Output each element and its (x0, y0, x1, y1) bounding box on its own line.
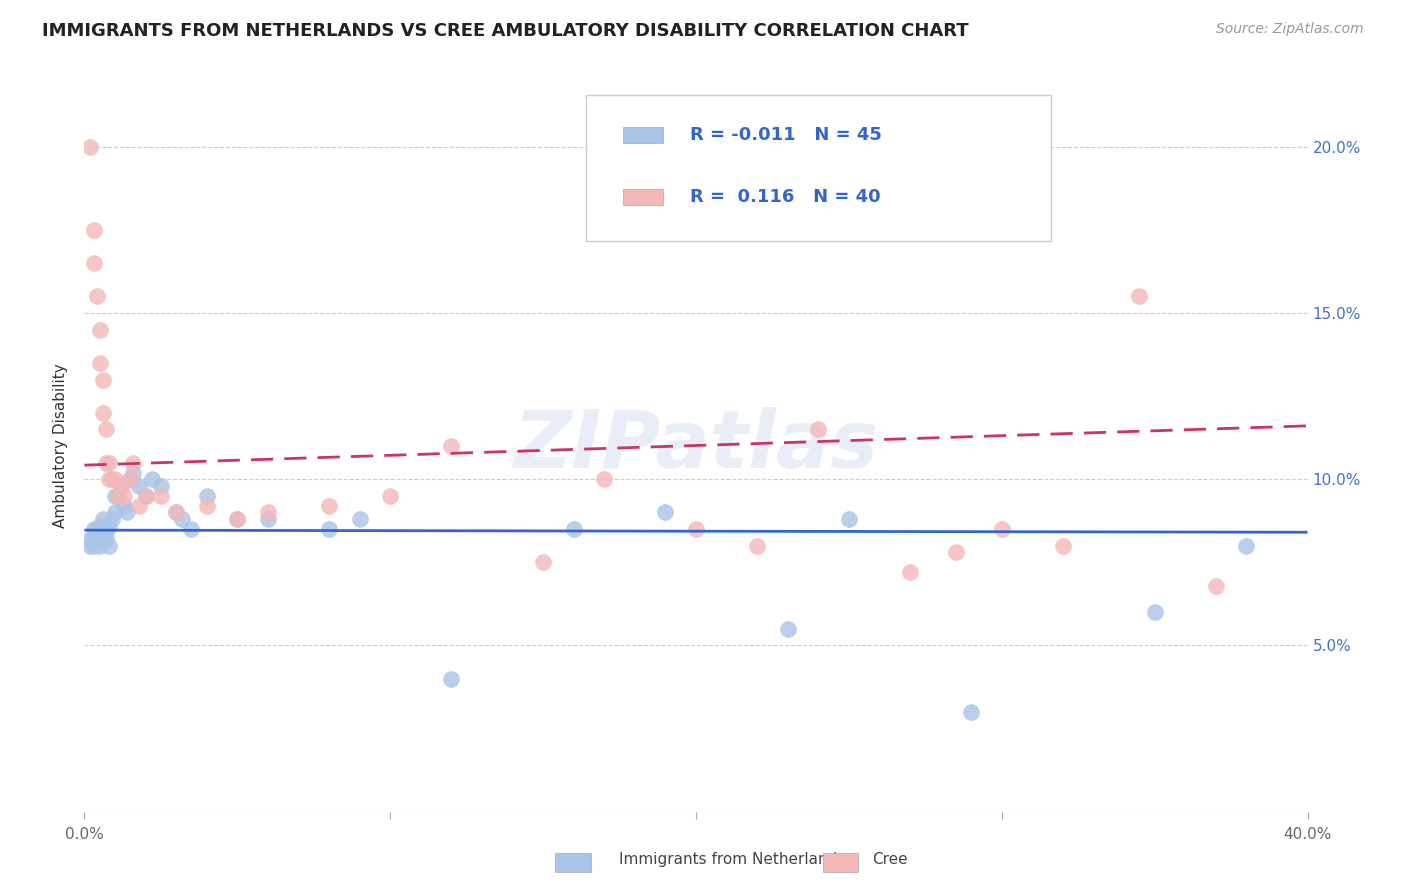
Point (165, 506, 187, 520)
Point (440, 439, 463, 453)
Point (115, 506, 138, 520)
Point (562, 522, 585, 536)
Point (91, 522, 114, 536)
FancyBboxPatch shape (623, 127, 664, 144)
Point (101, 512, 124, 526)
Point (226, 512, 249, 526)
Point (83, 539, 105, 553)
Point (128, 479, 150, 493)
Point (89, 529, 111, 543)
Point (104, 506, 127, 520)
Point (79, 532, 101, 546)
Point (120, 472, 142, 486)
Point (838, 512, 860, 526)
Point (991, 522, 1014, 536)
Point (91, 512, 114, 526)
Point (685, 522, 707, 536)
Point (97, 472, 120, 486)
Text: ZIPatlas: ZIPatlas (513, 407, 879, 485)
Point (91, 406, 114, 420)
Point (180, 522, 202, 536)
Point (960, 705, 983, 719)
Point (172, 512, 194, 526)
Point (128, 499, 150, 513)
Point (380, 489, 402, 503)
Point (104, 489, 127, 503)
Point (141, 472, 163, 486)
Y-axis label: Ambulatory Disability: Ambulatory Disability (53, 364, 69, 528)
Point (89, 539, 111, 553)
Point (91, 372, 114, 386)
Point (112, 489, 135, 503)
Point (165, 506, 187, 520)
Point (86, 532, 108, 546)
Point (349, 512, 371, 526)
Point (89, 518, 111, 533)
FancyBboxPatch shape (623, 189, 664, 205)
Point (101, 472, 124, 486)
Point (898, 566, 921, 580)
Point (122, 456, 145, 470)
Point (149, 489, 172, 503)
Point (112, 499, 135, 513)
Point (97, 539, 120, 553)
Point (94, 525, 117, 540)
Point (94, 456, 117, 470)
Point (83, 529, 105, 543)
Point (89, 356, 111, 370)
Point (807, 422, 830, 436)
Point (89, 323, 111, 337)
Point (1236, 539, 1258, 553)
Point (79, 140, 101, 154)
Point (440, 672, 463, 686)
Point (195, 489, 218, 503)
FancyBboxPatch shape (586, 95, 1050, 241)
Point (94, 532, 117, 546)
Point (122, 466, 145, 480)
Point (110, 479, 132, 493)
Point (318, 522, 340, 536)
Point (654, 506, 676, 520)
Point (1205, 579, 1227, 593)
Point (86, 289, 108, 303)
Point (107, 489, 129, 503)
Point (257, 512, 280, 526)
Text: Cree: Cree (872, 852, 907, 867)
Point (97, 518, 120, 533)
Point (257, 506, 280, 520)
Point (83, 522, 105, 536)
Point (776, 622, 799, 636)
Point (195, 499, 218, 513)
Point (86, 522, 108, 536)
Text: R = -0.011   N = 45: R = -0.011 N = 45 (690, 126, 882, 145)
Point (593, 472, 616, 486)
Point (107, 489, 129, 503)
Point (747, 539, 769, 553)
Point (120, 472, 142, 486)
Point (945, 545, 967, 559)
Point (94, 422, 117, 436)
Point (83, 256, 105, 270)
Point (104, 472, 127, 486)
Point (97, 456, 120, 470)
Point (79, 539, 101, 553)
Point (83, 223, 105, 237)
Text: R =  0.116   N = 40: R = 0.116 N = 40 (690, 188, 880, 206)
Point (226, 512, 249, 526)
Text: IMMIGRANTS FROM NETHERLANDS VS CREE AMBULATORY DISABILITY CORRELATION CHART: IMMIGRANTS FROM NETHERLANDS VS CREE AMBU… (42, 22, 969, 40)
Point (110, 479, 132, 493)
Point (318, 499, 340, 513)
Point (135, 489, 157, 503)
Point (1052, 539, 1074, 553)
Point (1143, 605, 1166, 619)
Point (149, 479, 172, 493)
Point (135, 489, 157, 503)
Point (1128, 289, 1150, 303)
Point (531, 555, 554, 569)
Text: Immigrants from Netherlands: Immigrants from Netherlands (619, 852, 845, 867)
Text: Source: ZipAtlas.com: Source: ZipAtlas.com (1216, 22, 1364, 37)
